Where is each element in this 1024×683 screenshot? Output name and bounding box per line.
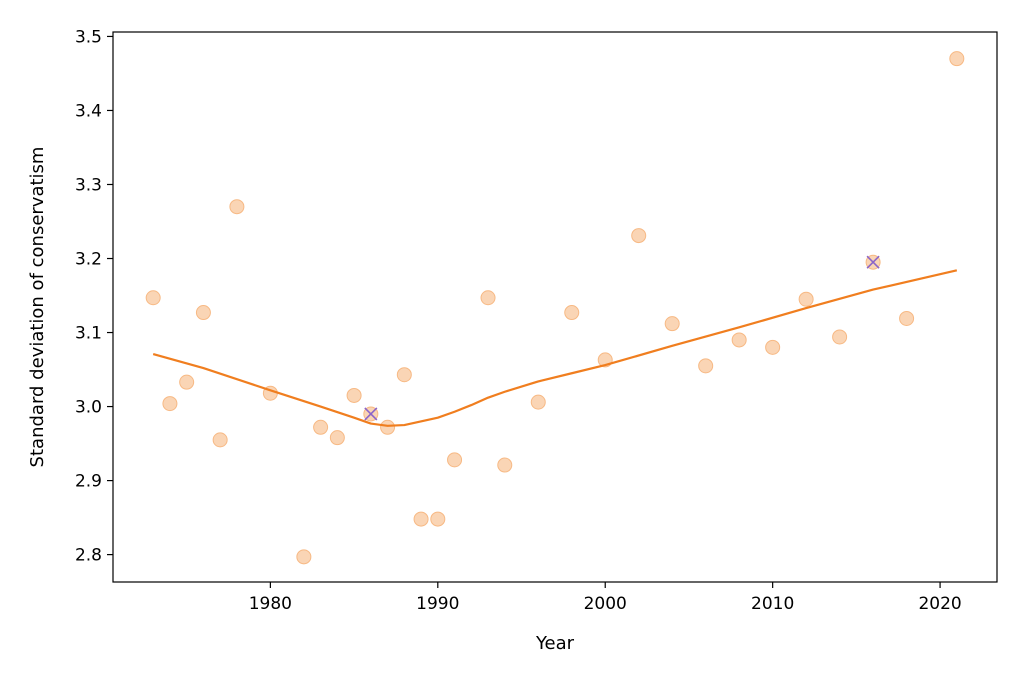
- data-point: [162, 396, 178, 412]
- data-point: [346, 387, 362, 403]
- y-tick-label: 3.4: [75, 101, 102, 121]
- data-point: [731, 332, 747, 348]
- data-point: [212, 432, 228, 448]
- y-tick-label: 3.0: [75, 398, 102, 418]
- plot-area: [145, 51, 965, 565]
- x-tick-label: 2010: [751, 594, 794, 614]
- highlight-x-marker: [866, 255, 880, 269]
- data-point: [698, 358, 714, 374]
- data-point: [530, 394, 546, 410]
- y-axis-label: Standard deviation of conservatism: [27, 147, 48, 468]
- data-point: [765, 339, 781, 355]
- plot-frame: [112, 31, 998, 583]
- y-tick-label: 3.2: [75, 250, 102, 270]
- x-tick-label: 1980: [249, 594, 292, 614]
- y-tick-label: 2.8: [75, 546, 102, 566]
- data-point: [313, 419, 329, 435]
- x-axis: 1980 1990 2000 2010 2020: [249, 582, 962, 614]
- data-point: [664, 316, 680, 332]
- data-point: [564, 305, 580, 321]
- trend-line: [152, 269, 958, 427]
- data-point: [899, 310, 915, 326]
- data-point: [195, 305, 211, 321]
- y-tick-label: 3.5: [75, 27, 102, 47]
- y-tick-label: 3.1: [75, 324, 102, 344]
- data-point: [179, 374, 195, 390]
- data-point: [380, 419, 396, 435]
- data-point: [832, 329, 848, 345]
- data-point: [949, 51, 965, 67]
- x-tick-label: 2000: [584, 594, 627, 614]
- data-point: [798, 291, 814, 307]
- y-axis: 2.8 2.9 3.0 3.1 3.2 3.3 3.4 3.5: [75, 27, 113, 566]
- data-point: [631, 228, 647, 244]
- x-axis-label: Year: [535, 633, 575, 654]
- data-point: [396, 367, 412, 383]
- highlight-x-marker: [364, 407, 378, 421]
- data-point: [413, 511, 429, 527]
- data-point: [329, 430, 345, 446]
- data-point: [447, 452, 463, 468]
- data-point: [480, 290, 496, 306]
- x-tick-label: 1990: [416, 594, 459, 614]
- y-tick-label: 3.3: [75, 175, 102, 195]
- data-point: [145, 290, 161, 306]
- data-point: [296, 549, 312, 565]
- data-point: [430, 511, 446, 527]
- data-point: [497, 457, 513, 473]
- data-point: [229, 199, 245, 215]
- x-tick-label: 2020: [918, 594, 961, 614]
- y-tick-label: 2.9: [75, 472, 102, 492]
